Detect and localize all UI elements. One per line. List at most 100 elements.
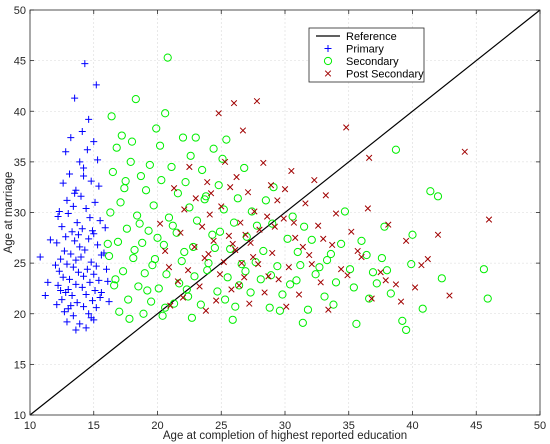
secondary-point	[198, 165, 207, 175]
primary-point	[62, 148, 70, 156]
secondary-point	[192, 216, 202, 225]
post-secondary-point	[170, 185, 178, 192]
primary-point	[80, 272, 88, 280]
post-secondary-point	[179, 294, 187, 301]
primary-point	[74, 268, 82, 276]
secondary-point	[349, 283, 358, 292]
y-tick-label: 35	[14, 157, 26, 169]
secondary-point	[173, 189, 182, 198]
post-secondary-point	[299, 243, 307, 251]
secondary-point	[122, 224, 132, 233]
secondary-point	[286, 280, 295, 289]
post-secondary-point	[255, 260, 262, 268]
post-secondary-point	[411, 284, 419, 291]
primary-point	[62, 233, 70, 241]
y-tick-label: 50	[14, 5, 26, 17]
post-secondary-point	[332, 210, 340, 217]
primary-point	[80, 164, 88, 172]
x-tick-label: 25	[215, 420, 227, 432]
secondary-point	[368, 268, 378, 277]
secondary-point	[141, 186, 151, 195]
secondary-point	[303, 305, 313, 314]
secondary-point	[178, 133, 188, 142]
data-series	[36, 53, 493, 335]
post-secondary-point	[292, 234, 299, 241]
secondary-point	[190, 272, 199, 281]
secondary-point	[222, 135, 231, 144]
secondary-point	[147, 297, 156, 306]
post-secondary-point	[265, 273, 272, 280]
series-post-secondary	[156, 97, 493, 314]
primary-point	[101, 224, 109, 232]
post-secondary-point	[461, 148, 468, 155]
primary-point	[81, 246, 89, 254]
post-secondary-point	[314, 222, 322, 229]
primary-point	[95, 276, 103, 284]
legend-marker-post-secondary	[324, 70, 332, 77]
secondary-point	[283, 234, 292, 243]
primary-point	[91, 198, 99, 206]
secondary-point	[133, 211, 142, 220]
secondary-point	[163, 53, 172, 62]
secondary-point	[138, 238, 147, 247]
secondary-point	[129, 253, 138, 263]
secondary-point	[311, 270, 320, 279]
primary-point	[73, 299, 81, 307]
secondary-point	[148, 261, 157, 270]
post-secondary-point	[174, 278, 182, 285]
secondary-point	[365, 294, 374, 303]
axis-ticks: 10 15 20 25 30 35 40 45 50 10 15 20 25 30 35 40 45 50	[14, 5, 546, 432]
primary-point	[95, 182, 103, 190]
secondary-point	[300, 222, 309, 231]
post-secondary-point	[167, 302, 174, 309]
legend-item-secondary: Secondary	[323, 56, 399, 68]
primary-point	[92, 304, 100, 312]
primary-point	[53, 239, 61, 247]
primary-point	[77, 192, 85, 200]
x-axis-title: Age at completion of highest reported ed…	[163, 430, 407, 442]
post-secondary-point	[317, 279, 324, 286]
post-secondary-point	[344, 272, 351, 279]
primary-point	[59, 273, 67, 281]
primary-point	[71, 237, 79, 245]
y-tick-label: 45	[14, 56, 26, 68]
secondary-point	[329, 300, 338, 309]
secondary-point	[159, 240, 168, 249]
secondary-point	[145, 160, 154, 170]
primary-point	[77, 253, 85, 261]
post-secondary-point	[233, 173, 240, 181]
secondary-point	[213, 287, 222, 296]
primary-point	[90, 270, 98, 278]
primary-point	[58, 223, 66, 231]
primary-point	[85, 235, 93, 243]
post-secondary-point	[269, 249, 276, 257]
primary-point	[54, 281, 62, 289]
primary-point	[76, 320, 84, 328]
post-secondary-point	[216, 271, 224, 278]
primary-point	[53, 301, 61, 309]
post-secondary-point	[251, 208, 258, 215]
x-tick-label: 35	[343, 420, 355, 432]
primary-point	[86, 278, 94, 286]
secondary-point	[331, 278, 341, 287]
post-secondary-point	[207, 190, 215, 197]
post-secondary-point	[285, 264, 292, 271]
post-secondary-point	[271, 223, 278, 230]
post-secondary-point	[218, 203, 225, 210]
post-secondary-point	[368, 295, 375, 302]
post-secondary-point	[253, 97, 261, 105]
secondary-point	[112, 143, 121, 152]
post-secondary-point	[232, 246, 239, 254]
primary-point	[76, 158, 84, 166]
post-secondary-point	[215, 110, 222, 117]
legend-item-reference: Reference	[316, 31, 397, 43]
secondary-point	[103, 239, 112, 248]
secondary-point	[261, 196, 270, 205]
post-secondary-point	[186, 163, 193, 171]
secondary-point	[186, 151, 195, 160]
post-secondary-point	[295, 291, 303, 298]
legend-label: Primary	[346, 44, 384, 56]
secondary-point	[152, 124, 161, 133]
secondary-point	[240, 163, 249, 173]
secondary-point	[106, 208, 115, 217]
